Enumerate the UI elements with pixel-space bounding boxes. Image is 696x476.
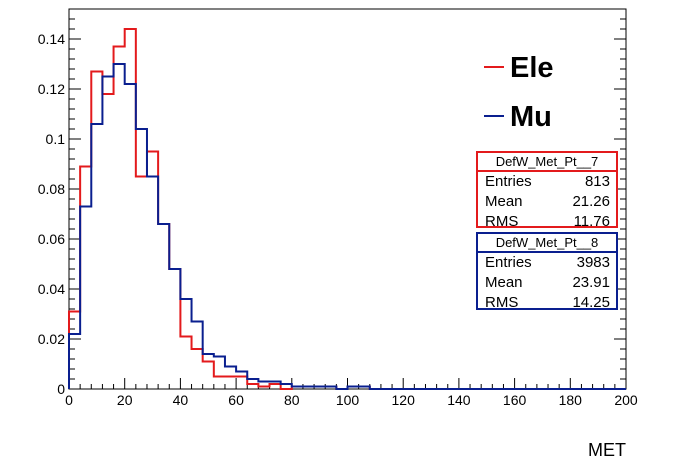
- x-tick-label: 60: [228, 392, 244, 408]
- stats-value: 23.91: [572, 274, 610, 291]
- stats-value: 813: [584, 173, 610, 190]
- stats-row-entries: Entries 3983: [478, 253, 616, 273]
- stats-row-mean: Mean 21.26: [478, 192, 616, 212]
- x-tick-label: 40: [173, 392, 189, 408]
- stats-label: Mean: [485, 274, 523, 291]
- x-axis-label: MET: [588, 440, 626, 460]
- stats-label: Entries: [485, 254, 532, 271]
- y-tick-label: 0.12: [38, 81, 65, 97]
- stats-box-title: DefW_Met_Pt__8: [478, 234, 616, 253]
- x-tick-label: 80: [284, 392, 300, 408]
- stats-value: 21.26: [572, 193, 610, 210]
- x-axis-ticks: 0 20 40 60 80 100 120 140 160 180 200: [65, 378, 638, 408]
- stats-row-mean: Mean 23.91: [478, 273, 616, 293]
- x-tick-label: 120: [392, 392, 416, 408]
- stats-value: 3983: [576, 254, 610, 271]
- x-tick-label: 180: [559, 392, 583, 408]
- stats-row-entries: Entries 813: [478, 172, 616, 192]
- x-tick-label: 20: [117, 392, 133, 408]
- stats-label: RMS: [485, 213, 519, 230]
- stats-value: 14.25: [572, 294, 610, 311]
- x-tick-label: 160: [503, 392, 527, 408]
- y-axis-ticks: 0 0.02 0.04 0.06 0.08 0.1 0.12 0.14: [38, 18, 626, 397]
- y-tick-label: 0.04: [38, 281, 65, 297]
- y-tick-label: 0.08: [38, 181, 65, 197]
- legend-label-ele: Ele: [510, 52, 554, 84]
- y-tick-label: 0: [57, 381, 65, 397]
- stats-row-rms: RMS 14.25: [478, 293, 616, 313]
- y-tick-label: 0.06: [38, 231, 65, 247]
- y-tick-label: 0.02: [38, 331, 65, 347]
- x-tick-label: 200: [614, 392, 638, 408]
- stats-box-ele: DefW_Met_Pt__7 Entries 813 Mean 21.26 RMS 1…: [476, 151, 618, 230]
- legend: Ele Mu: [484, 52, 554, 133]
- x-tick-label: 100: [336, 392, 360, 408]
- stats-label: Entries: [485, 173, 532, 190]
- stats-row-rms: RMS 11.76: [478, 212, 616, 232]
- histogram-series: [68, 28, 626, 390]
- stats-box-mu: DefW_Met_Pt__8 Entries 3983 Mean 23.91 RMS…: [476, 232, 618, 313]
- y-tick-label: 0.14: [38, 31, 65, 47]
- series-mu-line: [68, 63, 626, 390]
- stats-label: Mean: [485, 193, 523, 210]
- x-tick-label: 0: [65, 392, 73, 408]
- stats-box-title: DefW_Met_Pt__7: [478, 153, 616, 172]
- stats-label: RMS: [485, 294, 519, 311]
- legend-label-mu: Mu: [510, 101, 552, 133]
- stats-value: 11.76: [573, 213, 610, 230]
- x-tick-label: 140: [447, 392, 471, 408]
- y-tick-label: 0.1: [46, 131, 66, 147]
